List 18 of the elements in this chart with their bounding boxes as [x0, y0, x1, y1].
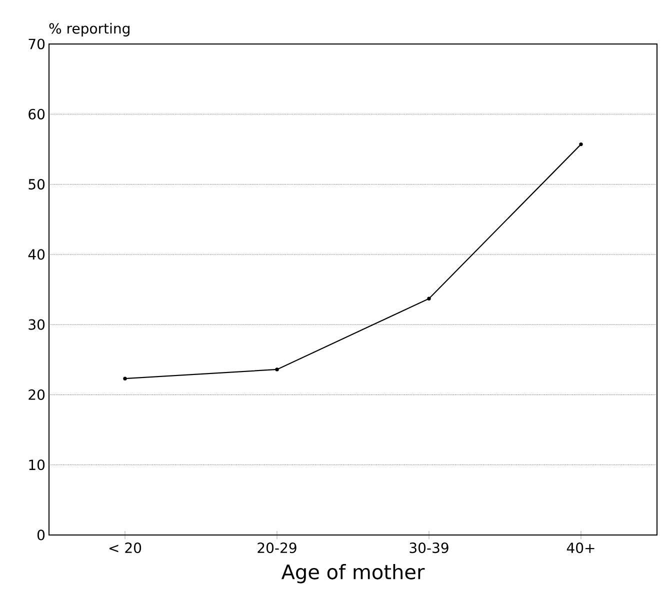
point: [427, 296, 431, 300]
y-tick-label: 0: [37, 530, 45, 540]
y-tick-label: 10: [29, 460, 45, 470]
x-axis-title: Age of mother: [281, 564, 425, 584]
x-tick-label: < 20: [110, 542, 142, 554]
x-tick-label: 30-39: [410, 542, 448, 554]
y-axis-title: % reporting: [49, 22, 130, 36]
point: [579, 142, 583, 146]
x-tick-label: 40+: [566, 542, 594, 554]
y-tick-label: 50: [28, 178, 45, 190]
y-tick-label: 20: [28, 389, 45, 400]
x-tick-label: 20-29: [258, 542, 296, 554]
point: [275, 368, 279, 372]
y-tick-label: 30: [28, 319, 45, 330]
y-tick-label: 40: [28, 249, 45, 260]
y-tick-label: 70: [28, 38, 45, 50]
point: [123, 376, 127, 380]
y-tick-label: 60: [28, 108, 45, 120]
